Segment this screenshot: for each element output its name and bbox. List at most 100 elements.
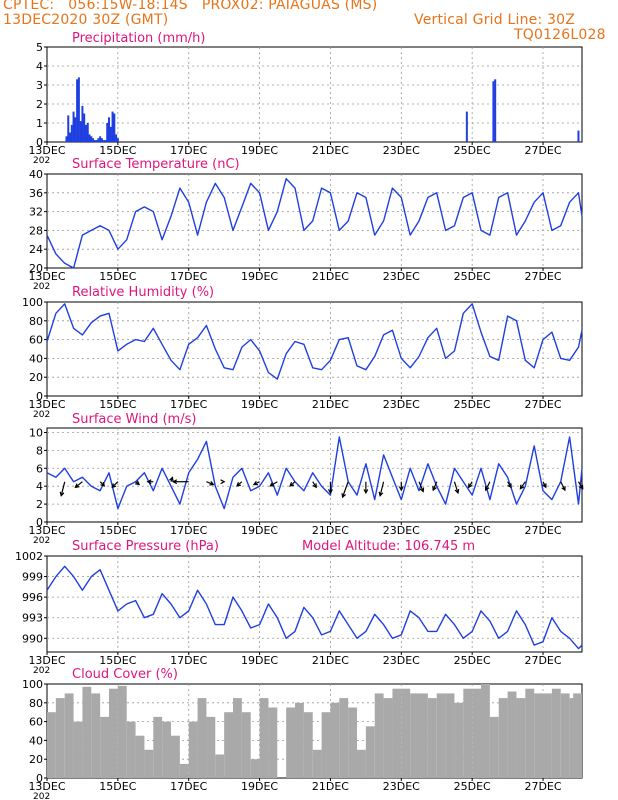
cloud-bar: [321, 712, 331, 778]
wind-series-line: [46, 436, 583, 510]
precip-ytick-label: 1: [36, 117, 43, 130]
precip-xtick-label: 27DEC: [524, 144, 561, 157]
precip-bar: [465, 111, 468, 142]
wind-vector-head: [468, 483, 473, 489]
precip-title: Precipitation (mm/h): [72, 31, 205, 46]
wind-vector-head: [398, 486, 404, 492]
cloud-title: Cloud Cover (%): [72, 667, 178, 682]
precip-bar: [116, 138, 119, 142]
precip-xtick-label: 23DEC: [383, 144, 420, 157]
wind-ytick-label: 2: [36, 498, 43, 511]
wind-vector: [111, 481, 119, 488]
wind-vector: [453, 481, 459, 494]
precip-ytick-label: 0: [36, 136, 43, 149]
cloud-bar: [241, 712, 251, 778]
cloud-bar: [419, 693, 428, 778]
precip-bar: [115, 134, 118, 142]
wind-vector-head: [378, 491, 384, 497]
cloud-bar: [250, 759, 260, 778]
wind-vector-head: [59, 491, 65, 497]
rh-ytick-label: 80: [29, 315, 43, 328]
cloud-xtick-label: 23DEC: [383, 780, 420, 793]
cloud-xtick-label: 27DEC: [524, 780, 561, 793]
cloud-bar: [507, 691, 517, 778]
cloud-bar: [295, 702, 304, 778]
pres-series-line: [46, 565, 583, 650]
temp-ytick-label: 36: [29, 187, 43, 200]
precip-bar: [106, 123, 109, 142]
cloud-bar: [91, 693, 101, 778]
cloud-bar: [573, 693, 582, 778]
wind-vector: [60, 481, 66, 496]
wind-vector: [485, 481, 491, 491]
rh-ytick-label: 20: [29, 371, 43, 384]
cloud-bar: [73, 721, 83, 778]
wind-vector-head: [327, 489, 333, 495]
rh-xtick-label: 21DEC: [312, 398, 349, 411]
cloud-bar: [498, 698, 508, 778]
precip-bar: [69, 132, 72, 142]
precip-bar: [492, 81, 495, 142]
pres-title: Surface Pressure (hPa): [72, 539, 219, 554]
precip-bar: [90, 136, 93, 142]
cloud-ytick-label: 80: [29, 697, 43, 710]
cloud-bar: [312, 749, 322, 778]
temp-xtick-label: 23DEC: [383, 270, 420, 283]
cloud-bar: [162, 721, 172, 778]
precip-bar: [100, 138, 103, 142]
wind-vector-head: [236, 481, 242, 487]
precip-bar: [67, 115, 70, 142]
cloud-bar: [436, 693, 446, 778]
precip-bar: [72, 111, 75, 142]
cloud-bar: [410, 693, 420, 778]
pres-xtick-label: 27DEC: [524, 654, 561, 667]
wind-vector-head: [134, 480, 141, 486]
wind-vector-head: [111, 483, 117, 489]
cloud-xtick-label: 21DEC: [312, 780, 349, 793]
wind-xtick-label: 13DEC: [28, 524, 65, 537]
wind-vector: [75, 481, 83, 488]
cloud-bar: [365, 726, 375, 778]
temp-xtick-label: 27DEC: [524, 270, 561, 283]
wind-xtick-label: 17DEC: [170, 524, 207, 537]
pres-ytick-label: 996: [22, 591, 43, 604]
wind-vector-head: [561, 486, 566, 492]
cloud-xtick-label: 15DEC: [99, 780, 136, 793]
wind-year-label: 202: [33, 536, 50, 546]
temp-xtick-label: 17DEC: [170, 270, 207, 283]
wind-vector-head: [341, 493, 346, 499]
precip-ytick-label: 5: [36, 41, 43, 54]
wind-vector: [432, 481, 438, 491]
temp-xtick-label: 21DEC: [312, 270, 349, 283]
precip-bar: [92, 138, 95, 142]
wind-ytick-label: 10: [29, 426, 43, 439]
cloud-ytick-label: 60: [29, 716, 43, 729]
cloud-bar: [348, 707, 358, 778]
rh-xtick-label: 13DEC: [28, 398, 65, 411]
precip-xtick-label: 19DEC: [241, 144, 278, 157]
precip-bar: [70, 124, 73, 142]
pres-ytick-label: 990: [22, 632, 43, 645]
wind-vector: [269, 481, 278, 487]
precip-bar: [79, 121, 82, 142]
precip-bar: [111, 111, 114, 142]
wind-xtick-label: 23DEC: [383, 524, 420, 537]
precip-bar: [88, 134, 91, 142]
rh-xtick-label: 15DEC: [99, 398, 136, 411]
precip-bar: [95, 140, 98, 142]
cloud-bar: [427, 698, 437, 778]
pres-xtick-label: 23DEC: [383, 654, 420, 667]
precip-bar: [74, 117, 77, 142]
rh-xtick-label: 17DEC: [170, 398, 207, 411]
temp-xtick-label: 25DEC: [454, 270, 491, 283]
cloud-bar: [100, 716, 110, 778]
cloud-bar: [153, 716, 163, 778]
rh-xtick-label: 23DEC: [383, 398, 420, 411]
precip-bar: [97, 138, 100, 142]
wind-vector-head: [312, 483, 317, 489]
wind-vector-head: [209, 481, 215, 486]
wind-vector-head: [578, 484, 584, 490]
temp-frame: [46, 173, 583, 269]
pres-year-label: 202: [33, 666, 50, 676]
wind-vector-head: [269, 482, 275, 487]
